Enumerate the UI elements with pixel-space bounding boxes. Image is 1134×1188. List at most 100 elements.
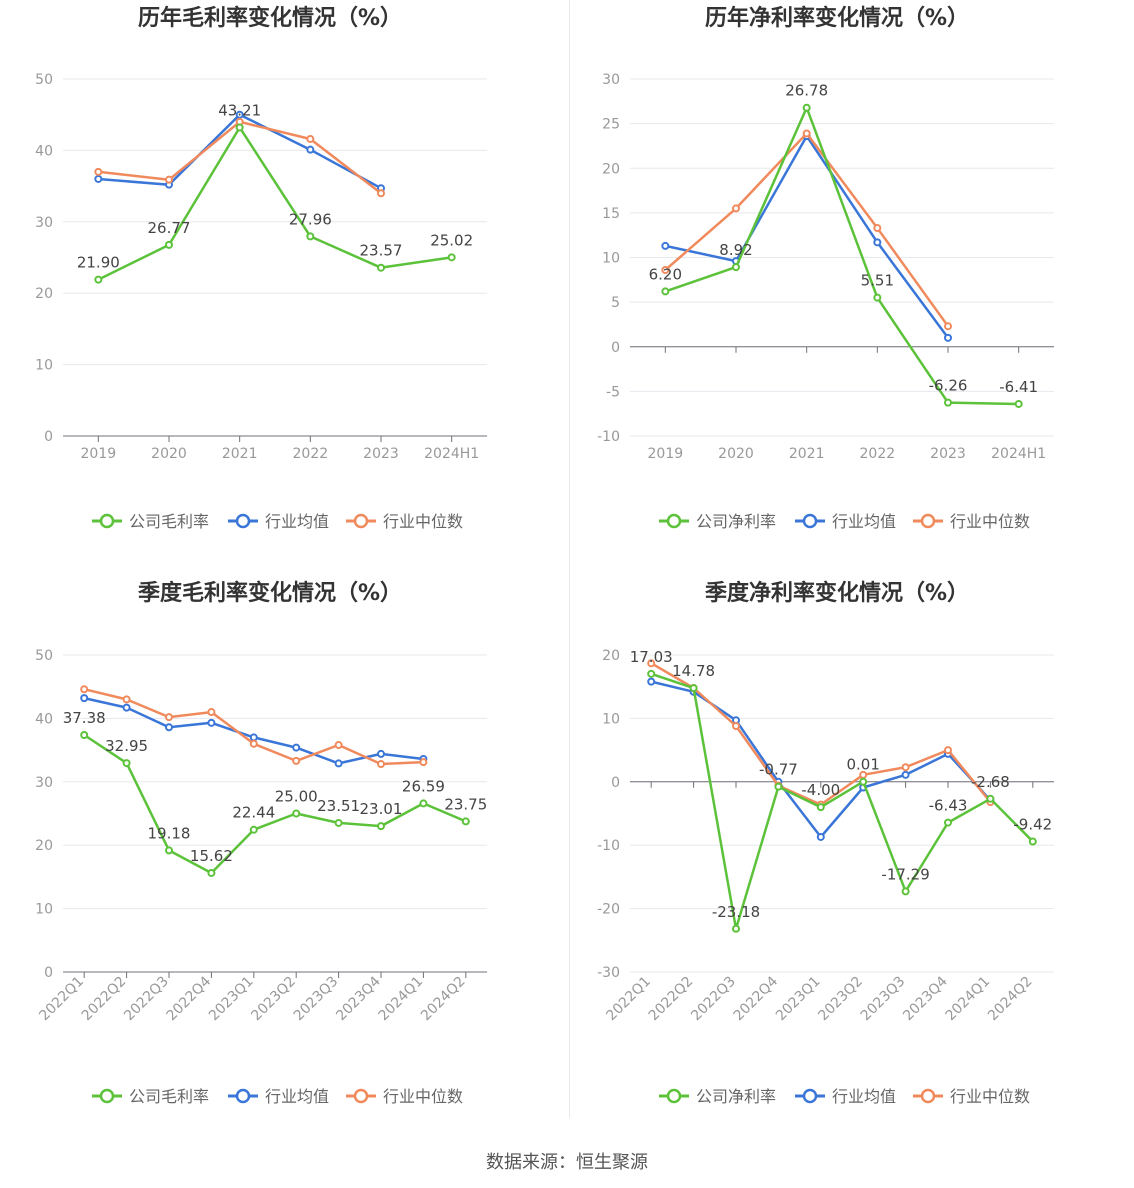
data-point-industry_median xyxy=(873,224,882,233)
x-tick-label: 2022Q4 xyxy=(731,973,782,1024)
x-tick-label: 2023Q2 xyxy=(815,974,866,1025)
x-tick-label: 2023Q1 xyxy=(206,974,257,1025)
data-label: -6.26 xyxy=(929,377,968,395)
data-point-industry_avg xyxy=(94,174,103,183)
series-line-company xyxy=(650,672,1034,931)
x-tick-label: 2024Q2 xyxy=(418,974,469,1025)
chart-panel-quarterly-net: 季度净利率变化情况（%） -30 -20 -10 0 10 20 2022Q1 2022Q2 20… xyxy=(567,575,1134,1150)
data-point-industry_median xyxy=(377,189,385,198)
data-label: 5.51 xyxy=(861,272,894,290)
data-point-company xyxy=(249,825,258,834)
data-point-company xyxy=(802,103,811,112)
chart-quarterly-net: 季度净利率变化情况（%）-30-20-10010202022Q12022Q220… xyxy=(597,580,1054,1106)
y-tick-label: 0 xyxy=(44,965,53,981)
data-point-industry_median xyxy=(292,756,301,765)
data-point-company xyxy=(94,275,103,284)
legend-marker-industry_median xyxy=(920,1088,936,1104)
data-point-industry_avg xyxy=(306,145,315,154)
x-tick-label: 2023Q2 xyxy=(248,974,299,1025)
x-tick-label: 2022Q2 xyxy=(646,974,697,1025)
data-point-industry_avg xyxy=(249,733,258,742)
data-label: 22.44 xyxy=(232,804,275,822)
legend-marker-industry_avg xyxy=(235,513,251,529)
data-source-note: 数据来源：恒生聚源 xyxy=(486,1152,648,1173)
data-label: 25.00 xyxy=(275,788,318,806)
data-label: -6.43 xyxy=(929,797,968,815)
x-tick-label: 2022Q3 xyxy=(688,974,739,1025)
y-tick-label: 5 xyxy=(611,295,620,311)
data-point-company xyxy=(774,782,783,791)
data-point-company xyxy=(732,924,740,933)
legend-marker-company xyxy=(666,1088,682,1104)
chart-title: 历年毛利率变化情况（%） xyxy=(138,5,402,31)
chart-title: 季度净利率变化情况（%） xyxy=(705,580,969,606)
data-point-company xyxy=(689,684,698,693)
x-tick-label: 2022 xyxy=(293,446,329,462)
data-point-industry_median xyxy=(94,167,103,176)
data-label: 43.21 xyxy=(218,101,261,119)
legend-marker-company xyxy=(666,513,682,529)
chart-annual-net: 历年净利率变化情况（%） -10 -5 0 5 10 15 20 25 30 2019 2020 202… xyxy=(597,5,1054,531)
y-tick-label: 10 xyxy=(602,711,620,727)
data-point-company xyxy=(1028,837,1037,846)
y-tick-label: 10 xyxy=(602,251,620,267)
data-label: 21.90 xyxy=(77,254,120,272)
data-label: 8.92 xyxy=(719,241,752,259)
data-point-industry_median xyxy=(165,175,173,184)
data-point-company xyxy=(461,817,470,826)
data-label: 14.78 xyxy=(672,662,715,680)
data-point-industry_avg xyxy=(901,770,910,779)
data-point-company xyxy=(334,818,343,827)
x-tick-label: 2020 xyxy=(718,446,754,462)
data-point-industry_avg xyxy=(377,749,385,758)
legend-marker-company xyxy=(99,1088,115,1104)
data-point-company xyxy=(377,822,385,831)
y-tick-label: 40 xyxy=(35,711,53,727)
panel-divider xyxy=(569,0,570,1118)
data-point-company xyxy=(292,809,301,818)
legend-marker-industry_median xyxy=(353,513,369,529)
x-tick-label: 2019 xyxy=(81,446,117,462)
data-label: 17.03 xyxy=(630,648,673,666)
data-point-industry_avg xyxy=(292,743,301,752)
data-label: 26.77 xyxy=(148,219,191,237)
chart-panel-quarterly-gross: 季度毛利率变化情况（%） 0 10 20 30 40 50 2022Q1 2022Q2 2022Q… xyxy=(0,575,567,1150)
y-tick-label: -20 xyxy=(597,902,620,918)
data-point-industry_avg xyxy=(816,832,825,841)
data-point-industry_avg xyxy=(873,238,882,247)
chart-annual-gross: 历年毛利率变化情况（%） 0 10 20 30 40 50 2019 2020 2021 2022 2… xyxy=(35,5,487,531)
legend-label-industry_avg: 行业均值 xyxy=(265,512,329,531)
data-point-company xyxy=(306,232,315,241)
x-tick-label: 2024Q1 xyxy=(943,974,994,1025)
data-label: -23.18 xyxy=(712,903,760,921)
data-point-company xyxy=(165,846,173,855)
legend-marker-industry_median xyxy=(353,1088,369,1104)
data-point-industry_avg xyxy=(235,110,244,119)
data-point-industry_median xyxy=(647,659,656,668)
legend-label-industry_median: 行业中位数 xyxy=(950,512,1030,531)
legend-marker-industry_median xyxy=(920,513,936,529)
data-point-industry_avg xyxy=(80,694,89,703)
y-tick-label: 30 xyxy=(602,72,620,88)
data-point-industry_median xyxy=(944,746,952,755)
data-point-industry_median xyxy=(207,708,216,717)
data-label: 23.57 xyxy=(360,242,403,260)
data-point-industry_avg xyxy=(647,677,656,686)
y-tick-label: 0 xyxy=(611,340,620,356)
chart-title: 历年净利率变化情况（%） xyxy=(705,5,969,31)
chart-panel-annual-net: 历年净利率变化情况（%） -10 -5 0 5 10 15 20 25 30 2019 2020 202… xyxy=(567,0,1134,575)
data-label: -0.77 xyxy=(759,761,798,779)
x-tick-label: 2023Q3 xyxy=(291,974,342,1025)
data-label: 26.78 xyxy=(785,82,828,100)
y-tick-label: 30 xyxy=(35,775,53,791)
data-point-industry_median xyxy=(802,129,811,138)
legend-label-company: 公司毛利率 xyxy=(129,1087,209,1106)
data-point-company xyxy=(732,263,740,272)
y-tick-label: 15 xyxy=(602,206,620,222)
legend-marker-industry_avg xyxy=(235,1088,251,1104)
series-line-company xyxy=(97,126,452,281)
data-point-company xyxy=(816,803,825,812)
data-label: -17.29 xyxy=(881,865,929,883)
data-point-industry_median xyxy=(944,322,952,331)
legend-label-company: 公司净利率 xyxy=(696,512,776,531)
